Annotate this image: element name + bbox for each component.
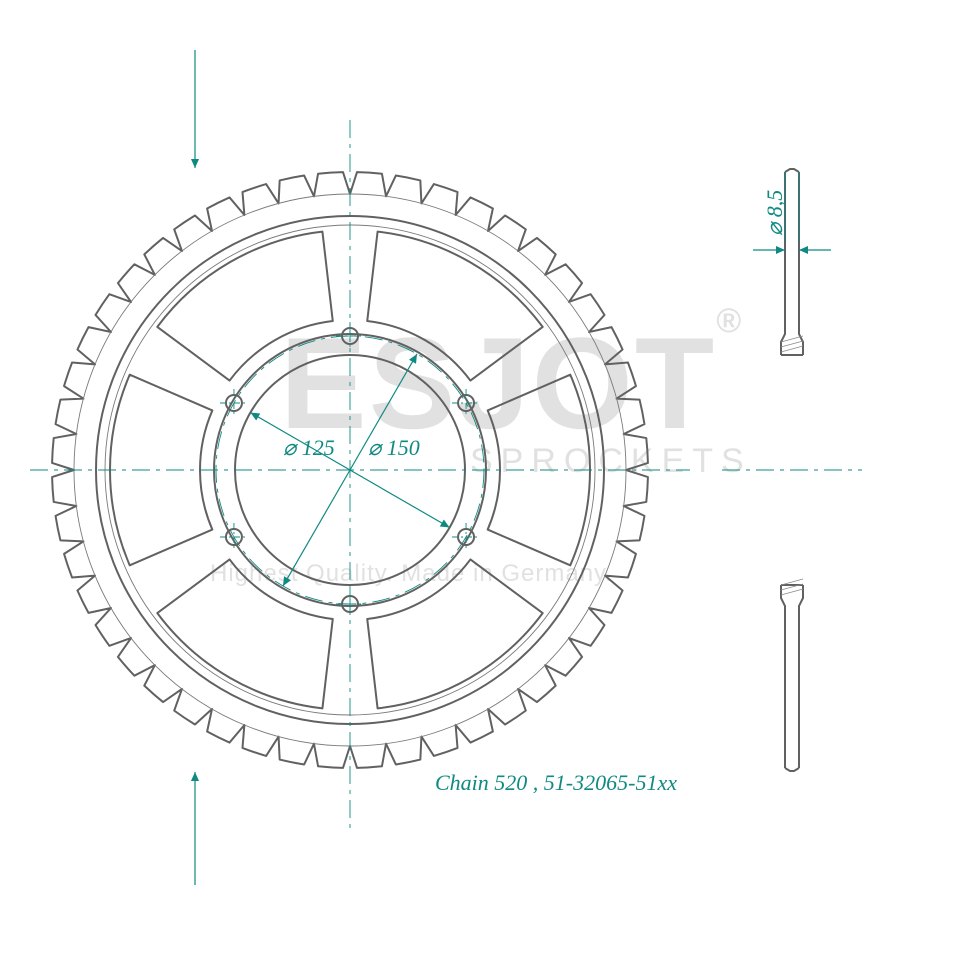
engineering-drawing: ⌀ 125 ⌀ 150 ⌀ 8,5 Chain 520 , 51-32065-5… (0, 0, 960, 960)
dimension-annotations (191, 50, 831, 885)
dim-d150: ⌀ 150 (368, 435, 420, 460)
dim-d85: ⌀ 8,5 (762, 190, 787, 236)
centerlines (30, 120, 862, 830)
caption-part-number: Chain 520 , 51-32065-51xx (435, 770, 677, 795)
dim-d125: ⌀ 125 (283, 435, 335, 460)
